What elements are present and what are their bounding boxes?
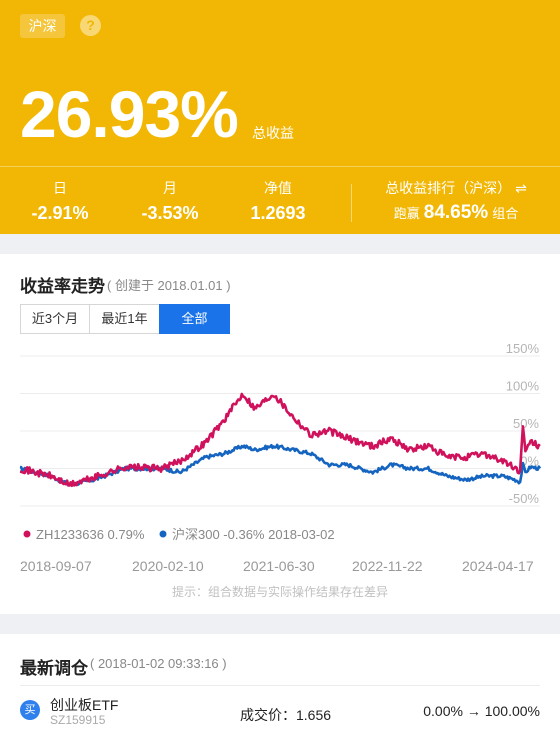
series-line-hs300 [19,443,542,487]
tab-3-months[interactable]: 近3个月 [20,304,90,334]
y-tick-label: 150% [506,344,540,356]
header-divider [0,166,560,167]
x-tick-label: 2024-04-17 [462,558,534,574]
series-line-portfolio [19,392,541,488]
x-tick-label: 2021-06-30 [243,558,315,574]
legend-marker [159,530,167,538]
arrow-right-icon: → [466,703,481,719]
rank-stat[interactable]: 总收益排行（沪深） ⇌ 跑赢 84.65% 组合 [352,178,560,229]
y-tick-label: 100% [506,379,540,394]
deal-price: 成交价：1.656 [240,707,332,723]
rebalance-title: 最新调仓 [20,659,88,678]
rebalance-timestamp: ( 2018-01-02 09:33:16 ) [90,656,227,671]
latest-rebalance-card: 最新调仓 ( 2018-01-02 09:33:16 ) [0,634,560,744]
daily-return-stat: 日 -2.91% [20,178,100,228]
total-return-value: 26.93% [20,77,239,151]
monthly-return-stat: 月 -3.53% [130,178,210,228]
range-tabs: 近3个月 最近1年 全部 [20,304,230,334]
nav-value: 1.2693 [250,203,306,223]
daily-return-value: -2.91% [31,203,89,223]
x-tick-label: 2018-09-07 [20,558,92,574]
return-summary-header: 沪深 ? 26.93% 总收益 日 -2.91% 月 -3.53% 净值 1.2… [0,0,560,234]
monthly-return-label: 月 [163,180,177,196]
tab-all[interactable]: 全部 [159,304,230,334]
legend-marker [23,530,31,538]
fund-name[interactable]: 创业板ETF [50,697,119,713]
total-return-label: 总收益 [252,125,294,141]
trend-title: 收益率走势 [20,277,105,296]
help-icon[interactable]: ? [80,15,101,36]
buy-icon: 买 [20,700,40,720]
tab-1-year[interactable]: 最近1年 [89,304,160,334]
fund-code: SZ159915 [50,713,106,727]
x-tick-label: 2020-02-10 [132,558,204,574]
rank-suffix: 组合 [492,206,519,221]
nav-stat: 净值 1.2693 [238,178,318,228]
stats-divider [351,184,352,222]
y-tick-label: -50% [509,491,540,506]
y-tick-label: 0% [520,454,539,469]
rank-value: 84.65% [423,202,489,223]
legend-label: ZH1233636 0.79% [36,527,145,542]
chart-disclaimer: 提示：组合数据与实际操作结果存在差异 [172,584,388,599]
x-tick-label: 2022-11-22 [352,558,423,574]
monthly-return-value: -3.53% [141,203,199,223]
daily-return-label: 日 [53,180,67,196]
weight-from: 0.00% [423,703,463,719]
market-tag[interactable]: 沪深 [20,14,65,38]
return-trend-chart[interactable]: 150% 100% 50% 0% -50% ZH1233636 0.79% 沪深300 -0… [0,344,560,604]
rank-label: 总收益排行（沪深） [385,180,512,196]
rank-prefix: 跑赢 [393,206,420,221]
weight-to: 100.00% [484,703,540,719]
y-tick-label: 50% [513,416,539,431]
trend-created-date: ( 创建于 2018.01.01 ) [107,278,231,293]
nav-label: 净值 [264,180,292,196]
legend-label: 沪深300 -0.36% 2018-03-02 [172,527,335,542]
swap-icon[interactable]: ⇌ [515,180,527,196]
weight-change: 0.00% → 100.00% [423,703,540,719]
return-trend-card: 收益率走势 ( 创建于 2018.01.01 ) 近3个月 最近1年 全部 15… [0,254,560,614]
rebalance-divider [20,685,540,686]
